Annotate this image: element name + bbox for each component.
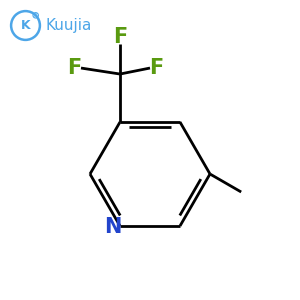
Text: K: K [21,19,30,32]
Text: F: F [149,58,164,78]
Text: R: R [34,13,38,18]
Text: F: F [67,58,82,78]
Text: Kuujia: Kuujia [45,18,92,33]
Text: N: N [104,218,121,238]
Text: F: F [113,27,127,47]
